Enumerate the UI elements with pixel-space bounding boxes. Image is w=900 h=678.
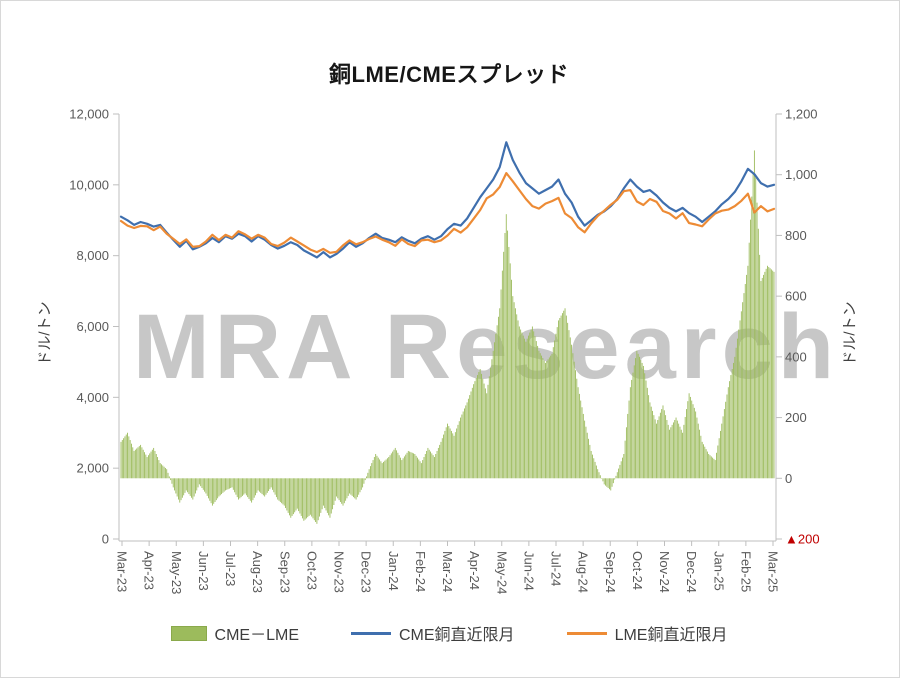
legend-item-spread: CME－LME [170, 621, 299, 645]
svg-text:400: 400 [785, 349, 807, 364]
chart-title: 銅LME/CMEスプレッド [329, 62, 569, 87]
svg-text:Feb-24: Feb-24 [413, 551, 428, 592]
svg-text:Oct-23: Oct-23 [304, 551, 319, 590]
svg-text:2,000: 2,000 [76, 461, 109, 476]
chart-plot-area: 0 2,000 4,000 6,000 8,000 10,000 12,000 1,200 1,… [69, 107, 820, 595]
svg-text:Mar-23: Mar-23 [115, 551, 130, 592]
left-axis-title: ドル/トン [36, 301, 54, 366]
svg-text:6,000: 6,000 [76, 319, 109, 334]
svg-text:600: 600 [785, 289, 807, 304]
svg-text:Jun-24: Jun-24 [521, 551, 536, 591]
svg-text:Sep-24: Sep-24 [603, 551, 618, 593]
svg-text:Jul-23: Jul-23 [223, 551, 238, 586]
svg-text:Jan-24: Jan-24 [386, 551, 401, 591]
svg-text:10,000: 10,000 [69, 177, 109, 192]
svg-text:Dec-24: Dec-24 [684, 551, 699, 593]
lme-line-swatch [566, 631, 607, 635]
svg-text:Sep-23: Sep-23 [277, 551, 292, 593]
legend-label-cme: CME銅直近限月 [399, 627, 515, 644]
right-axis-title: ドル/トン [841, 301, 859, 366]
svg-text:May-24: May-24 [494, 551, 509, 594]
svg-text:Apr-24: Apr-24 [467, 551, 482, 590]
svg-text:12,000: 12,000 [69, 107, 109, 122]
svg-text:Nov-24: Nov-24 [657, 551, 672, 593]
svg-text:8,000: 8,000 [76, 248, 109, 263]
svg-text:0: 0 [785, 471, 792, 486]
svg-text:4,000: 4,000 [76, 390, 109, 405]
svg-text:Jan-25: Jan-25 [711, 551, 726, 591]
svg-text:Aug-24: Aug-24 [576, 551, 591, 593]
svg-text:Mar-24: Mar-24 [440, 551, 455, 592]
svg-text:0: 0 [102, 532, 109, 547]
svg-text:Jul-24: Jul-24 [549, 551, 564, 586]
svg-text:Dec-23: Dec-23 [359, 551, 374, 593]
cme-line-swatch [351, 631, 391, 635]
svg-text:▲200: ▲200 [785, 532, 820, 547]
svg-text:Aug-23: Aug-23 [250, 551, 265, 593]
svg-text:Mar-25: Mar-25 [766, 551, 781, 592]
chart-legend: CME－LME CME銅直近限月 LME銅直近限月 [1, 621, 897, 645]
svg-text:Nov-23: Nov-23 [332, 551, 347, 593]
bar-swatch [170, 625, 207, 641]
legend-label-lme: LME銅直近限月 [614, 627, 728, 644]
svg-text:Oct-24: Oct-24 [630, 551, 645, 590]
svg-text:Apr-23: Apr-23 [142, 551, 157, 590]
svg-text:200: 200 [785, 410, 807, 425]
svg-text:May-23: May-23 [169, 551, 184, 594]
legend-label-spread: CME－LME [214, 627, 299, 644]
legend-item-cme: CME銅直近限月 [351, 621, 515, 645]
svg-text:1,200: 1,200 [785, 107, 818, 122]
watermark-text: MRA Research [133, 296, 839, 398]
svg-text:Feb-25: Feb-25 [738, 551, 753, 592]
legend-item-lme: LME銅直近限月 [566, 621, 728, 645]
svg-text:1,000: 1,000 [785, 167, 818, 182]
svg-text:Jun-23: Jun-23 [196, 551, 211, 591]
svg-text:800: 800 [785, 228, 807, 243]
